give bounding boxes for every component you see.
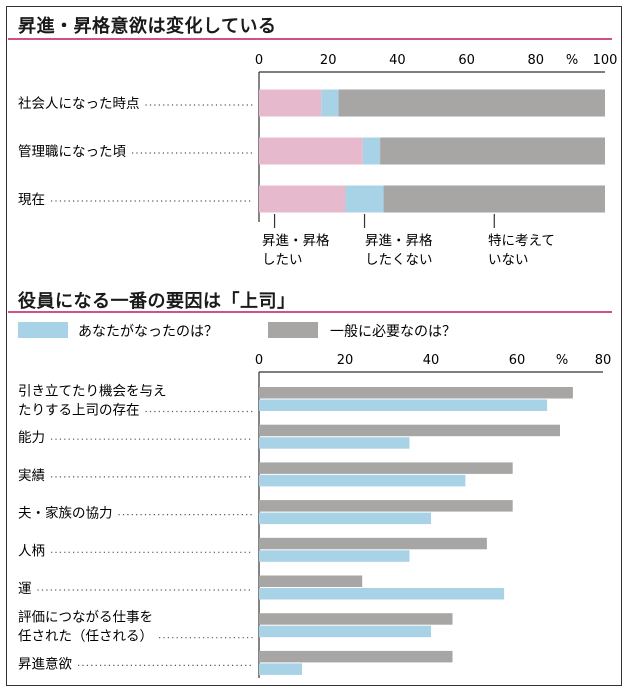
chart2-bar-you [259,625,431,638]
chart1-bar-segment [362,137,381,165]
chart2-bar-you [259,437,410,449]
chart1-bar-segment [259,185,346,213]
chart2-category-label: 運 [18,581,32,597]
chart2-bar-you [259,399,548,411]
chart1-title: 昇進・昇格意欲は変化している [18,16,277,37]
chart1-tick-label: 20 [320,53,337,68]
chart2-legend-label: あなたがなったのは？ [78,324,218,340]
chart2-category-label: 実績 [18,468,45,484]
chart2-bar-general [259,575,363,587]
chart2-category-label: 能力 [18,430,45,446]
chart2-tick-label: 20 [337,353,354,368]
chart2-category-label: 評価につながる仕事を [18,610,153,626]
chart1-tick-label: 60 [458,53,475,68]
chart2-bar-general [259,500,513,512]
chart2-bar-general [259,424,560,437]
chart2-legend-swatch [18,322,68,338]
chart2-category-label: 昇進意欲 [18,655,72,672]
chart2-unit-label: % [556,353,568,368]
chart1-bar-segment [345,185,384,213]
chart2-title-rule [8,311,612,313]
chart2-bar-you [259,512,431,525]
chart1-tick-label: 40 [389,53,406,68]
chart1-legend-label: いない [488,252,529,268]
chart2-tick-label: 40 [423,353,440,368]
chart2-bar-you [259,588,505,600]
chart1-bar-segment [383,185,605,213]
chart2-bar-you [259,663,302,675]
chart1-legend-label: 特に考えて [488,233,555,249]
chart1-legend-label: 昇進・昇格 [262,233,330,249]
chart2-legend-swatch [268,322,318,338]
chart2-bar-general [259,387,573,399]
chart2-category-label: 引き立てたり機会を与え [18,384,167,400]
chart2-tick-label: 60 [509,353,526,368]
chart2-tick-label: 0 [255,353,263,368]
chart2-bar-general [259,462,513,474]
chart1-legend-label: 昇進・昇格 [365,233,433,249]
chart2-category-label: 任された（任される） [18,629,153,645]
chart2-category-label: 夫・家族の協力 [18,505,113,522]
chart1-title-rule [8,38,612,40]
chart1-category-label: 管理職になった頃 [18,144,126,160]
chart2-bar-general [259,650,453,663]
chart2-bar-general [259,537,487,550]
chart2-category-label: たりする上司の存在 [18,403,140,419]
chart2-bar-you [259,474,466,487]
chart1-bar-segment [380,137,605,165]
chart1-tick-label: 0 [255,53,263,68]
chart1-tick-label: 100 [593,53,618,68]
chart1-bar-segment [259,89,322,117]
chart2-bar-you [259,550,410,562]
chart2-title: 役員になる一番の要因は「上司」 [18,291,296,312]
chart-frame [6,6,622,686]
chart2-tick-label: 80 [595,353,612,368]
chart1-tick-label: 80 [528,53,545,68]
chart2-bar-general [259,613,453,625]
chart1-category-label: 社会人になった時点 [18,96,140,112]
chart1-legend-label: したくない [365,252,433,268]
chart1-legend-label: したい [262,252,303,268]
chart1-bar-segment [259,137,363,165]
chart1-bar-segment [338,89,605,117]
chart2-category-label: 人柄 [18,543,45,559]
chart1-unit-label: % [566,53,578,68]
chart1-category-label: 現在 [18,192,45,208]
chart2-legend-label: 一般に必要なのは？ [330,324,456,340]
chart1-bar-segment [321,89,339,117]
